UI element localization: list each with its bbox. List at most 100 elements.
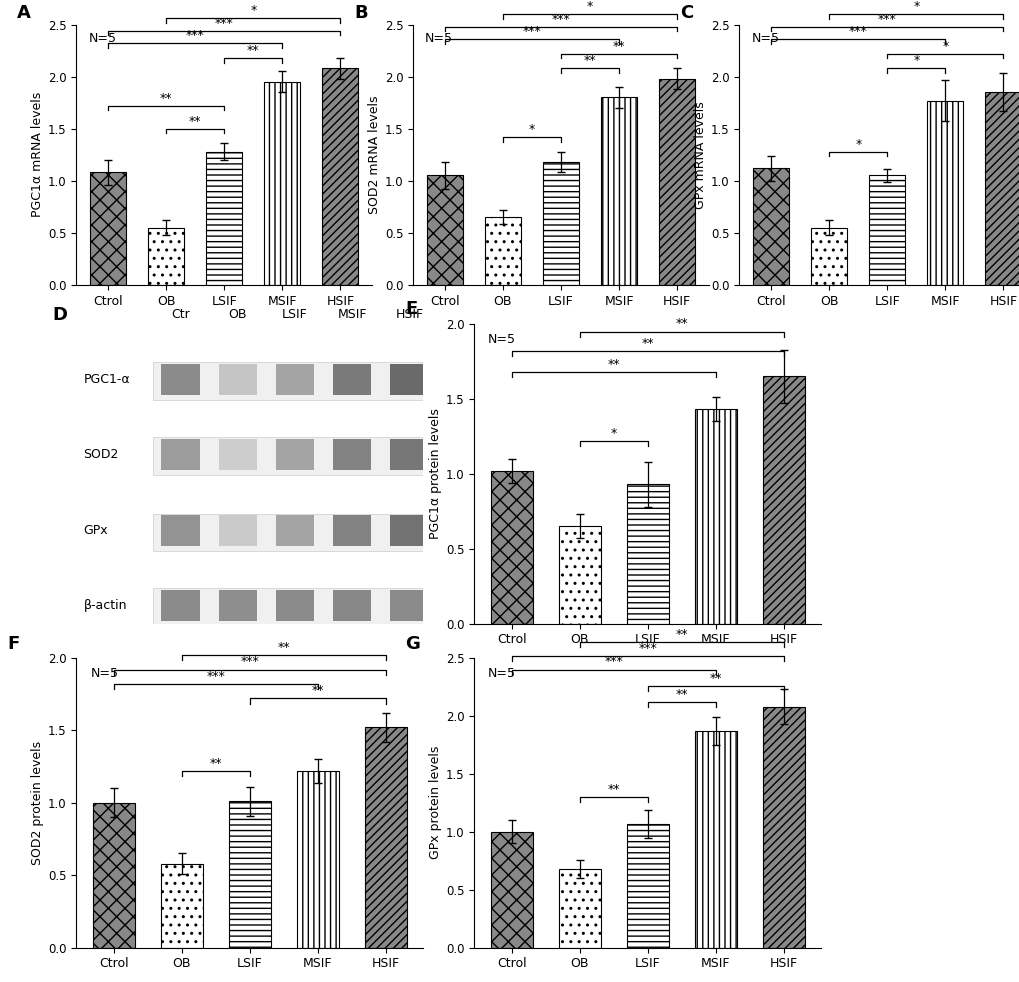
Text: F: F	[7, 634, 19, 653]
Text: ***: ***	[848, 26, 867, 38]
Text: **: **	[709, 672, 721, 684]
Text: D: D	[52, 306, 67, 324]
Bar	[153, 437, 423, 475]
Bar	[218, 516, 257, 546]
Text: N=5: N=5	[488, 333, 516, 346]
Bar	[297, 771, 338, 948]
Text: **: **	[189, 115, 202, 128]
Text: **: **	[247, 44, 260, 57]
Bar	[868, 176, 905, 285]
Bar	[322, 69, 358, 285]
Text: *: *	[586, 0, 592, 13]
Text: ***: ***	[522, 26, 541, 38]
Text: ***: ***	[185, 29, 205, 42]
Text: **: **	[675, 627, 687, 640]
Bar	[206, 151, 243, 285]
Text: *: *	[610, 427, 616, 440]
Text: β-actin: β-actin	[84, 599, 126, 612]
Bar	[600, 97, 636, 285]
Text: **: **	[675, 688, 687, 701]
Text: **: **	[210, 757, 222, 770]
Bar	[161, 863, 203, 948]
Bar	[390, 590, 428, 621]
Bar	[626, 484, 668, 624]
Text: **: **	[277, 641, 289, 654]
Text: E: E	[405, 300, 417, 318]
Bar	[333, 590, 371, 621]
Bar	[161, 364, 200, 395]
Text: N=5: N=5	[91, 667, 118, 680]
Y-axis label: PGC1α protein levels: PGC1α protein levels	[428, 409, 441, 539]
Bar	[762, 707, 804, 948]
Bar	[161, 516, 200, 546]
Text: SOD2: SOD2	[84, 448, 118, 461]
Text: *: *	[250, 4, 256, 18]
Text: **: **	[160, 91, 172, 105]
Bar	[694, 409, 736, 624]
Text: LSIF: LSIF	[282, 308, 308, 321]
Text: ***: ***	[638, 641, 656, 655]
Y-axis label: GPx mRNA levels: GPx mRNA levels	[693, 101, 706, 208]
Text: **: **	[583, 54, 596, 68]
Text: MSIF: MSIF	[337, 308, 367, 321]
Text: C: C	[680, 4, 693, 22]
Bar	[658, 79, 694, 285]
Bar	[926, 100, 962, 285]
Text: *: *	[912, 0, 918, 13]
Bar	[490, 832, 532, 948]
Text: ***: ***	[603, 655, 623, 669]
Text: ***: ***	[877, 13, 896, 26]
Text: N=5: N=5	[751, 32, 779, 45]
Text: **: **	[607, 357, 620, 371]
Bar	[485, 217, 521, 285]
Bar	[275, 364, 314, 395]
Bar	[149, 228, 184, 285]
Text: ***: ***	[206, 670, 225, 682]
Text: HSIF: HSIF	[395, 308, 423, 321]
Text: *: *	[855, 137, 861, 150]
Bar	[490, 470, 532, 624]
Bar	[427, 176, 463, 285]
Text: ***: ***	[215, 17, 233, 29]
Text: PGC1-α: PGC1-α	[84, 373, 130, 386]
Bar	[218, 439, 257, 469]
Text: ***: ***	[551, 13, 570, 26]
Bar	[275, 516, 314, 546]
Text: N=5: N=5	[89, 32, 116, 45]
Bar	[333, 516, 371, 546]
Bar	[390, 439, 428, 469]
Text: *: *	[529, 123, 535, 136]
Y-axis label: SOD2 protein levels: SOD2 protein levels	[31, 740, 44, 865]
Text: GPx: GPx	[84, 524, 108, 537]
Text: *: *	[942, 39, 948, 53]
Text: **: **	[312, 684, 324, 697]
Bar	[275, 439, 314, 469]
Bar	[753, 168, 789, 285]
Text: **: **	[641, 337, 653, 350]
Text: ***: ***	[240, 655, 259, 669]
Text: B: B	[354, 4, 367, 22]
Bar	[161, 439, 200, 469]
Text: **: **	[612, 39, 625, 53]
Bar	[218, 364, 257, 395]
Text: OB: OB	[228, 308, 247, 321]
Text: N=5: N=5	[488, 667, 516, 680]
Y-axis label: GPx protein levels: GPx protein levels	[428, 746, 441, 859]
Bar	[161, 590, 200, 621]
Bar	[694, 731, 736, 948]
Bar	[218, 590, 257, 621]
Y-axis label: PGC1α mRNA levels: PGC1α mRNA levels	[31, 92, 44, 217]
Bar	[626, 824, 668, 948]
Bar	[390, 364, 428, 395]
Bar	[365, 728, 407, 948]
Bar	[93, 803, 135, 948]
Bar	[558, 869, 600, 948]
Text: *: *	[912, 54, 918, 68]
Text: **: **	[607, 783, 620, 796]
Bar	[333, 364, 371, 395]
Bar	[542, 162, 579, 285]
Bar	[153, 362, 423, 400]
Bar	[153, 514, 423, 551]
Bar	[264, 82, 300, 285]
Bar	[275, 590, 314, 621]
